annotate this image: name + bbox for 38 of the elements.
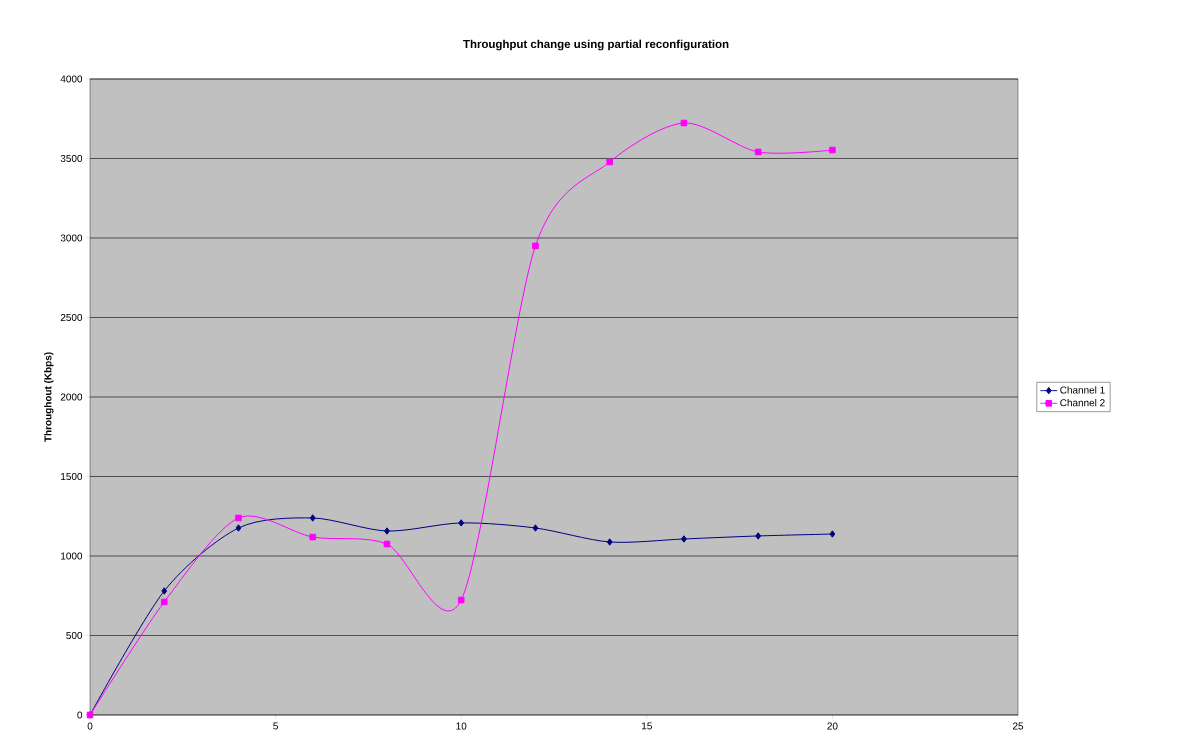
y-tick-label: 1000 bbox=[61, 552, 83, 560]
legend-label: Channel 1 bbox=[1060, 386, 1105, 394]
point bbox=[754, 148, 762, 156]
x-tick-label: 10 bbox=[456, 722, 467, 730]
point bbox=[829, 530, 836, 538]
x-tick-label: 25 bbox=[1012, 722, 1024, 730]
point bbox=[384, 527, 390, 535]
y-tick-label: 1500 bbox=[61, 472, 83, 481]
x-tick-label: 5 bbox=[273, 722, 278, 730]
point bbox=[606, 538, 613, 546]
legend-label: Channel 2 bbox=[1060, 398, 1105, 407]
point bbox=[235, 524, 242, 532]
y-axis-title: Throughout (Kbps) bbox=[44, 352, 54, 442]
point bbox=[606, 158, 613, 166]
point bbox=[532, 242, 539, 250]
x-tick-label: 15 bbox=[642, 722, 652, 730]
x-tick-label: 0 bbox=[87, 722, 93, 730]
point bbox=[160, 598, 168, 606]
point bbox=[532, 524, 539, 532]
point bbox=[680, 119, 688, 127]
chart-title: Throughput change using partial reconfiguration bbox=[463, 39, 729, 51]
y-tick-label: 3000 bbox=[60, 234, 83, 242]
point bbox=[829, 146, 836, 154]
x-tick-label: 20 bbox=[827, 722, 838, 730]
y-tick-label: 3500 bbox=[60, 154, 83, 162]
point bbox=[161, 587, 168, 595]
point bbox=[681, 535, 687, 543]
y-tick-label: 4000 bbox=[60, 75, 83, 83]
point bbox=[457, 596, 465, 604]
point bbox=[755, 532, 762, 540]
point bbox=[309, 533, 317, 541]
y-tick-label: 0 bbox=[77, 711, 83, 719]
point bbox=[458, 519, 465, 527]
point bbox=[235, 514, 242, 522]
y-tick-label: 2000 bbox=[60, 393, 83, 401]
point bbox=[309, 514, 316, 522]
y-tick-label: 2500 bbox=[60, 313, 83, 322]
y-tick-label: 500 bbox=[66, 631, 83, 640]
